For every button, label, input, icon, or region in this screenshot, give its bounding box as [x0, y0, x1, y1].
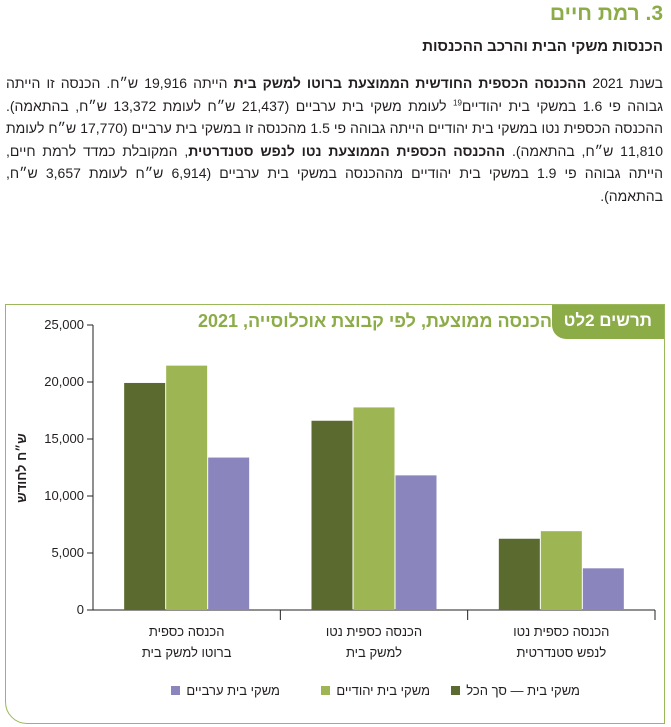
- category-label: הכנסה כספית נטו: [326, 624, 422, 639]
- legend-item: משקי בית — סך הכל: [451, 683, 580, 698]
- y-axis-label: ש״ח לחודש: [14, 433, 29, 503]
- y-tick-label: 20,000: [44, 374, 84, 389]
- category-label: הכנסה כספית נטו: [513, 624, 609, 639]
- chart-tag: תרשים 2לט: [551, 305, 664, 339]
- bar: [498, 538, 540, 610]
- paragraph-text-2: הייתה 19,916 ש״ח. הכנסה זו הייתה גבוהה פ…: [6, 75, 663, 114]
- paragraph-bold-1: ההכנסה הכספית החודשית הממוצעת ברוטו למשק…: [233, 75, 587, 91]
- bar: [124, 382, 166, 610]
- category-label: ברוטו למשק בית: [142, 645, 232, 660]
- bar: [540, 531, 582, 610]
- bars-layer: [124, 365, 624, 610]
- paragraph-text-4: , המקובלת כמדד לרמת חיים, הייתה גבוהה פי…: [6, 142, 663, 204]
- labels-layer: 0 5,000 10,000 15,000 20,000 25,000 ש״ח לחודש ה…: [14, 317, 609, 660]
- legend-item: משקי בית יהודיים: [321, 683, 430, 698]
- legend-swatch: [171, 686, 181, 695]
- y-tick-label: 5,000: [51, 545, 84, 560]
- paragraph-text-1: בשנת 2021: [586, 75, 663, 91]
- category-label: לנפש סטנדרטית: [516, 645, 606, 660]
- category-label: למשק בית: [346, 645, 402, 660]
- legend-label: משקי בית יהודיים: [336, 683, 430, 698]
- body-paragraph: בשנת 2021 ההכנסה הכספית החודשית הממוצעת …: [6, 72, 663, 207]
- category-label: הכנסה כספית: [149, 624, 225, 639]
- paragraph-bold-2: ההכנסה הכספית הממוצעת נטו לנפש סטנדרטית: [188, 142, 506, 159]
- bar: [166, 365, 208, 610]
- paragraph-text-3: לעומת משקי בית ערביים (21,437 ש״ח לעומת …: [6, 97, 663, 159]
- legend-label: משקי בית ערביים: [186, 683, 280, 698]
- bar: [582, 568, 624, 610]
- footnote-marker[interactable]: 19: [453, 97, 462, 107]
- y-tick-label: 10,000: [44, 488, 84, 503]
- bar: [311, 420, 353, 610]
- legend-swatch: [451, 686, 461, 695]
- y-tick-label: 25,000: [44, 317, 84, 332]
- bar: [208, 457, 250, 610]
- legend: משקי בית — סך הכל משקי בית יהודיים משקי בי…: [160, 683, 580, 703]
- bar: [353, 407, 395, 610]
- chart-title: הכנסה ממוצעת, לפי קבוצת אוכלוסייה, 2021: [197, 311, 552, 331]
- bar: [395, 475, 437, 610]
- legend-item: משקי בית ערביים: [171, 683, 280, 698]
- legend-label: משקי בית — סך הכל: [466, 683, 580, 698]
- section-title: 3. רמת חיים: [549, 2, 663, 25]
- y-tick-label: 15,000: [44, 431, 84, 446]
- chart-frame: תרשים 2לט הכנסה ממוצעת, לפי קבוצת אוכלוס…: [5, 304, 665, 724]
- y-tick-label: 0: [77, 602, 84, 617]
- legend-swatch: [321, 686, 331, 695]
- subsection-title: הכנסות משקי הבית והרכב ההכנסות: [422, 38, 663, 55]
